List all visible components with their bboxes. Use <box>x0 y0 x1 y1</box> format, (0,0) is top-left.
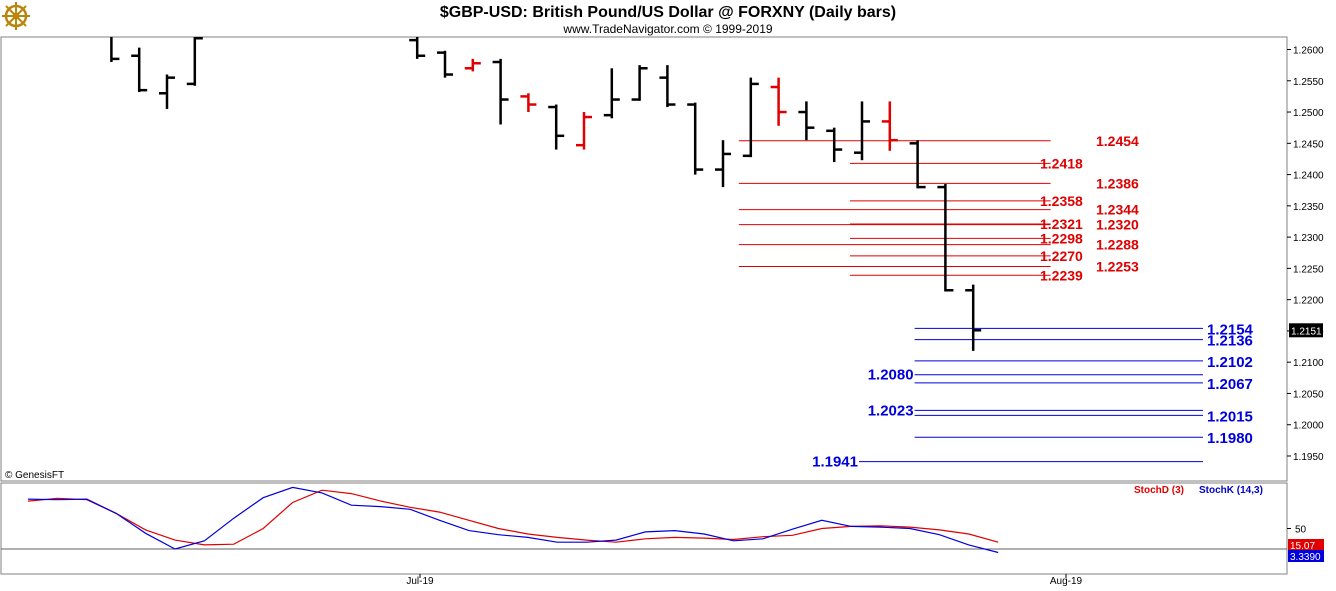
oscillator-value-tag <box>1288 550 1324 562</box>
price-bar <box>742 77 759 158</box>
price-bar <box>464 58 481 72</box>
price-bar <box>520 93 537 113</box>
stochd-legend: StochD (3) <box>1134 485 1184 496</box>
price-bar <box>965 284 982 351</box>
support-level-label: 1.2015 <box>1207 408 1253 425</box>
price-axis-label: 1.2200 <box>1293 296 1324 307</box>
last-price-value: 1.2151 <box>1291 326 1322 337</box>
price-axis-label: 1.2250 <box>1293 264 1324 275</box>
price-axis-label: 1.2000 <box>1293 421 1324 432</box>
price-axis-label: 1.2550 <box>1293 77 1324 88</box>
chart-title: $GBP-USD: British Pound/US Dollar @ FORX… <box>440 4 896 21</box>
support-level-label: 1.1980 <box>1207 430 1253 447</box>
time-axis: Jul-19 Aug-19 <box>406 574 1083 587</box>
price-bar <box>270 0 286 24</box>
support-level-label: 1.2136 <box>1207 333 1253 350</box>
watermark: © GenesisFT <box>5 470 64 481</box>
oscillator-axis-label: 50 <box>1295 525 1307 536</box>
price-bar <box>48 0 64 21</box>
price-bar <box>159 74 175 109</box>
price-bar <box>492 58 509 125</box>
price-bar <box>381 0 397 24</box>
resistance-level-label: 1.2358 <box>1040 193 1083 209</box>
oscillator-value-tag <box>1288 539 1324 551</box>
resistance-level-label: 1.2344 <box>1096 202 1139 218</box>
support-level-label: 1.2102 <box>1207 354 1253 371</box>
oscillator-panel: 50 15.073.3390 <box>1 486 1324 563</box>
support-level-label: 1.2067 <box>1207 376 1253 393</box>
time-axis-label: Aug-19 <box>1050 576 1083 587</box>
support-level-label: 1.2080 <box>868 367 914 384</box>
support-level-label: 1.2023 <box>868 402 914 419</box>
price-axis-label: 1.2450 <box>1293 139 1324 150</box>
resistance-level-label: 1.2418 <box>1040 155 1083 171</box>
price-bar <box>548 104 565 150</box>
logo-icon <box>2 2 30 30</box>
oscillator-panel-frame <box>0 482 1288 575</box>
stochk-legend: StochK (14,3) <box>1199 485 1263 496</box>
price-bar <box>110 37 120 63</box>
resistance-level-label: 1.2253 <box>1096 259 1139 275</box>
resistance-level-label: 1.2270 <box>1040 248 1083 264</box>
price-bar <box>326 0 342 24</box>
price-bar <box>854 101 870 161</box>
price-bar <box>354 0 370 24</box>
price-bar <box>576 112 592 150</box>
price-bar <box>186 37 203 86</box>
price-bar <box>631 65 648 101</box>
price-bar <box>687 102 704 175</box>
resistance-level-label: 1.2321 <box>1040 216 1083 232</box>
price-bar <box>770 77 787 126</box>
resistance-level-label: 1.2320 <box>1096 217 1139 233</box>
price-bar <box>131 47 148 93</box>
price-axis-label: 1.2050 <box>1293 389 1324 400</box>
price-bar <box>659 65 676 108</box>
chart-subtitle: www.TradeNavigator.com © 1999-2019 <box>562 22 772 36</box>
price-bar <box>215 0 231 24</box>
last-price-tag <box>1289 323 1323 338</box>
price-bar <box>715 140 731 188</box>
resistance-level-label: 1.2454 <box>1096 133 1139 149</box>
price-bar <box>437 50 453 78</box>
time-axis-label: Jul-19 <box>406 576 434 587</box>
price-bar <box>798 101 815 141</box>
resistance-level-label: 1.2288 <box>1096 237 1139 253</box>
price-panel-frame <box>0 36 1288 482</box>
price-bar <box>298 0 314 24</box>
price-bar <box>826 127 843 163</box>
price-bar <box>603 68 620 119</box>
header: $GBP-USD: British Pound/US Dollar @ FORX… <box>2 2 896 36</box>
price-axis-label: 1.2600 <box>1293 46 1324 57</box>
price-axis-label: 1.2100 <box>1293 358 1324 369</box>
price-axis-label: 1.2400 <box>1293 171 1324 182</box>
price-bar <box>20 0 36 24</box>
price-bars <box>20 0 982 351</box>
resistance-level-label: 1.2239 <box>1040 267 1083 283</box>
oscillator-value-label: 15.07 <box>1290 541 1315 552</box>
price-bar <box>881 101 898 151</box>
price-axis-label: 1.1950 <box>1293 452 1324 463</box>
price-axis-label: 1.2350 <box>1293 202 1324 213</box>
stochk-line <box>27 486 999 554</box>
support-level-label: 1.1941 <box>812 454 858 471</box>
resistance-level-label: 1.2386 <box>1096 175 1139 191</box>
price-bar <box>937 183 954 292</box>
oscillator-value-label: 3.3390 <box>1290 552 1321 563</box>
price-axis-label: 1.2300 <box>1293 233 1324 244</box>
price-axis-label: 1.2500 <box>1293 108 1324 119</box>
price-levels: 1.2454 1.2418 1.2386 1.2358 1.2344 1.2321 1.23… <box>738 133 1254 471</box>
resistance-level-label: 1.2298 <box>1040 230 1083 246</box>
price-bar <box>909 140 926 189</box>
support-level-label: 1.2154 <box>1207 321 1254 338</box>
stochd-line <box>27 489 999 546</box>
price-bar <box>242 0 258 24</box>
price-axis: 1.2600 1.2550 1.2500 1.2450 1.2400 1.2350 1.23… <box>1287 46 1324 463</box>
price-bar <box>409 37 426 59</box>
price-bar <box>76 0 92 18</box>
